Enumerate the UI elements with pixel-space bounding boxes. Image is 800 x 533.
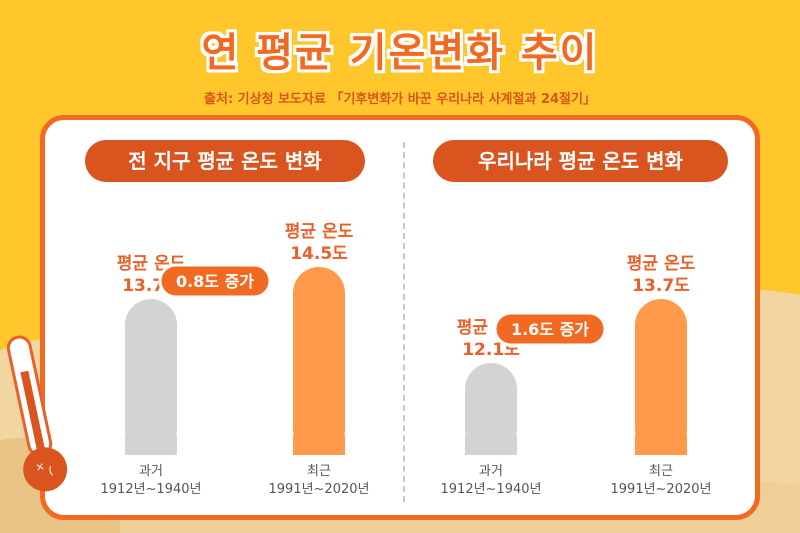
value-label: 14.5도 <box>290 244 348 264</box>
difference-pill <box>493 311 607 347</box>
svg-text:(: ( <box>47 464 54 478</box>
difference-pill <box>158 263 272 299</box>
bar-base <box>293 435 345 455</box>
category-period: 1912년~1940년 <box>101 482 202 497</box>
svg-text:×: × <box>34 460 46 475</box>
category-period: 1991년~2020년 <box>269 482 370 497</box>
bar-past <box>125 299 177 455</box>
bar-recent <box>293 267 345 455</box>
bar-base <box>465 435 517 455</box>
panel-divider <box>403 142 405 502</box>
difference-label: 1.6도 증가 <box>511 320 589 339</box>
category-label: 과거 <box>479 464 503 479</box>
source-note: 출처: 기상청 보도자료 「기후변화가 바꾼 우리나라 사계절과 24절기」 <box>204 92 596 107</box>
category-label: 최근 <box>649 464 673 479</box>
value-label: 평균 온도 <box>285 222 354 242</box>
category-period: 1991년~2020년 <box>611 482 712 497</box>
bar-recent <box>635 299 687 455</box>
page-title: 연 평균 기온변화 추이 <box>201 30 599 76</box>
bar-past <box>465 363 517 455</box>
bar-base <box>635 435 687 455</box>
chart-title-global: 전 지구 평균 온도 변화 <box>85 140 365 182</box>
difference-label: 0.8도 증가 <box>176 272 254 291</box>
value-label: 평균 온도 <box>627 254 696 274</box>
category-label: 최근 <box>307 464 331 479</box>
bar-base <box>125 435 177 455</box>
chart-title-korea: 우리나라 평균 온도 변화 <box>433 140 728 182</box>
category-period: 1912년~1940년 <box>441 482 542 497</box>
value-label: 13.7도 <box>632 276 690 296</box>
thermometer-icon: × ( <box>6 335 68 492</box>
chart-panel: 전 지구 평균 온도 변화 우리나라 평균 온도 변화 평균 온도 13.7도 과거… <box>40 115 760 520</box>
category-label: 과거 <box>139 464 163 479</box>
